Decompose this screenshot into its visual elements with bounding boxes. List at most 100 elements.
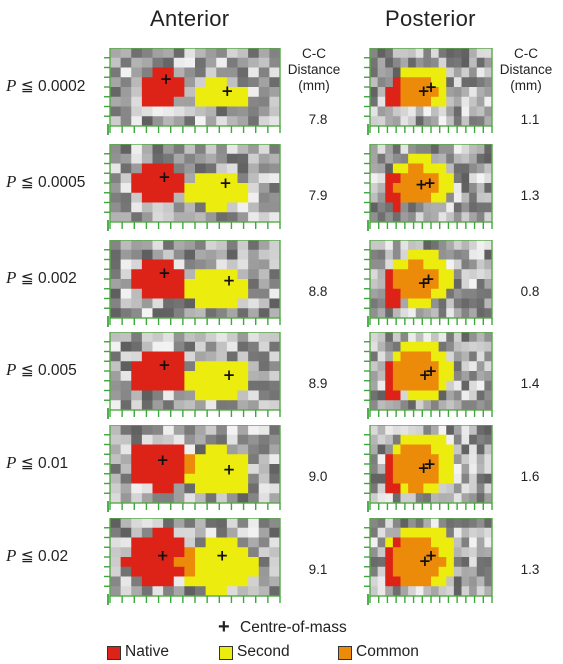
voxel-cell xyxy=(258,192,270,203)
voxel-cell xyxy=(370,298,379,309)
voxel-cell xyxy=(431,473,440,484)
voxel-cell xyxy=(392,240,401,251)
voxel-cell xyxy=(385,361,394,372)
posterior-heatmap: + + xyxy=(360,425,496,517)
voxel-cell xyxy=(453,444,462,455)
voxel-cell xyxy=(461,332,470,343)
voxel-cell xyxy=(400,308,409,319)
voxel-cell xyxy=(461,106,470,117)
voxel-cell xyxy=(408,518,417,529)
voxel-cell xyxy=(237,434,249,445)
voxel-cell xyxy=(461,351,470,362)
voxel-cell xyxy=(469,547,478,558)
voxel-cell xyxy=(392,259,401,270)
voxel-cell xyxy=(453,279,462,290)
voxel-cell xyxy=(385,400,394,411)
voxel-cell xyxy=(469,48,478,59)
voxel-cell xyxy=(110,527,122,538)
voxel-cell xyxy=(461,298,470,309)
voxel-cell xyxy=(385,576,394,587)
voxel-cell xyxy=(248,586,260,597)
voxel-cell xyxy=(110,434,122,445)
voxel-cell xyxy=(152,483,164,494)
voxel-cell xyxy=(469,183,478,194)
voxel-cell xyxy=(385,192,394,203)
voxel-cell xyxy=(248,279,260,290)
voxel-cell xyxy=(438,67,447,78)
voxel-cell xyxy=(453,341,462,352)
voxel-cell xyxy=(370,444,379,455)
centre-of-mass-marker: + xyxy=(422,270,435,288)
voxel-cell xyxy=(248,308,260,319)
voxel-cell xyxy=(131,425,143,436)
voxel-cell xyxy=(484,96,493,107)
voxel-cell xyxy=(415,259,424,270)
voxel-cell xyxy=(195,279,207,290)
voxel-cell xyxy=(423,566,432,577)
voxel-cell xyxy=(205,473,217,484)
voxel-cell xyxy=(141,96,153,107)
voxel-cell xyxy=(152,96,164,107)
voxel-cell xyxy=(184,288,196,299)
voxel-cell xyxy=(377,288,386,299)
voxel-cell xyxy=(195,87,207,98)
voxel-cell xyxy=(438,298,447,309)
voxel-cell xyxy=(237,308,249,319)
voxel-cell xyxy=(461,341,470,352)
voxel-cell xyxy=(173,518,185,529)
voxel-cell xyxy=(152,400,164,411)
voxel-cell xyxy=(226,163,238,174)
voxel-cell xyxy=(152,48,164,59)
voxel-cell xyxy=(423,259,432,270)
voxel-cell xyxy=(370,454,379,465)
voxel-cell xyxy=(152,249,164,260)
voxel-cell xyxy=(438,586,447,597)
voxel-cell xyxy=(370,380,379,391)
voxel-cell xyxy=(163,308,175,319)
voxel-cell xyxy=(216,547,228,558)
voxel-cell xyxy=(163,483,175,494)
voxel-cell xyxy=(237,67,249,78)
voxel-cell xyxy=(446,87,455,98)
voxel-cell xyxy=(377,332,386,343)
voxel-cell xyxy=(423,77,432,88)
voxel-cell xyxy=(184,183,196,194)
voxel-cell xyxy=(163,183,175,194)
voxel-cell xyxy=(438,153,447,164)
voxel-cell xyxy=(385,77,394,88)
voxel-cell xyxy=(469,444,478,455)
voxel-cell xyxy=(400,116,409,127)
voxel-cell xyxy=(152,586,164,597)
voxel-cell xyxy=(173,106,185,117)
voxel-cell xyxy=(131,269,143,280)
voxel-cell xyxy=(110,351,122,362)
voxel-cell xyxy=(269,298,281,309)
voxel-cell xyxy=(453,308,462,319)
voxel-cell xyxy=(131,390,143,401)
voxel-cell xyxy=(431,202,440,213)
voxel-cell xyxy=(141,192,153,203)
voxel-cell xyxy=(461,454,470,465)
voxel-cell xyxy=(216,269,228,280)
voxel-cell xyxy=(446,566,455,577)
voxel-cell xyxy=(258,183,270,194)
voxel-cell xyxy=(415,153,424,164)
voxel-cell xyxy=(131,380,143,391)
posterior-distance-value: 1.3 xyxy=(520,188,540,203)
voxel-cell xyxy=(408,202,417,213)
voxel-cell xyxy=(152,308,164,319)
voxel-cell xyxy=(392,400,401,411)
voxel-cell xyxy=(248,298,260,309)
voxel-cell xyxy=(484,87,493,98)
voxel-cell xyxy=(461,96,470,107)
voxel-cell xyxy=(173,557,185,568)
voxel-cell xyxy=(461,259,470,270)
voxel-cell xyxy=(385,473,394,484)
voxel-cell xyxy=(195,116,207,127)
voxel-cell xyxy=(453,527,462,538)
voxel-cell xyxy=(173,493,185,504)
voxel-cell xyxy=(110,586,122,597)
voxel-cell xyxy=(415,527,424,538)
voxel-cell xyxy=(408,361,417,372)
voxel-cell xyxy=(377,202,386,213)
